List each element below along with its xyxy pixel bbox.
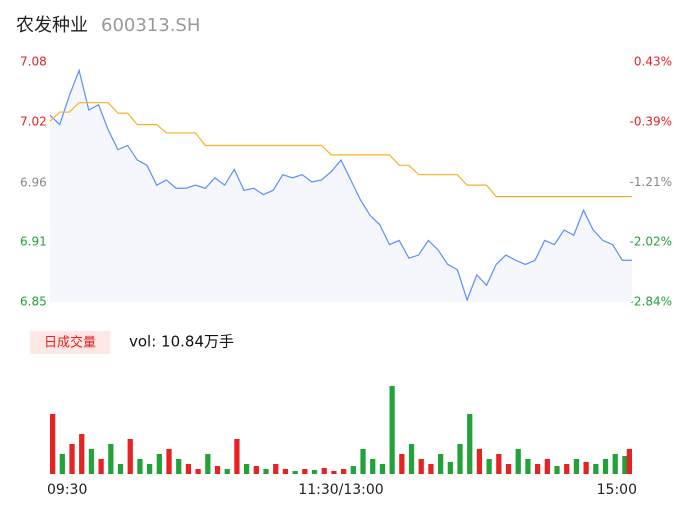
- y2-tick-label: -0.39%: [630, 115, 672, 129]
- volume-bar: [195, 469, 201, 474]
- volume-bar: [486, 459, 492, 474]
- y-tick-label: 6.96: [20, 176, 47, 190]
- volume-bar: [253, 466, 259, 474]
- volume-bar: [321, 468, 327, 474]
- volume-bar: [622, 456, 628, 474]
- volume-bar: [88, 449, 95, 474]
- chart-title: 农发种业: [16, 15, 88, 36]
- volume-bar: [554, 466, 560, 474]
- volume-bar: [525, 459, 531, 474]
- volume-bar: [418, 459, 424, 474]
- volume-bar: [185, 464, 192, 474]
- y-tick-label: 6.91: [20, 235, 47, 249]
- volume-bar: [156, 454, 162, 474]
- volume-bar: [602, 459, 609, 474]
- volume-bar: [341, 469, 347, 474]
- volume-bar: [263, 469, 269, 474]
- volume-bar: [98, 459, 104, 474]
- volume-bar: [593, 464, 599, 474]
- price-area: [50, 70, 632, 302]
- volume-bar: [205, 454, 211, 474]
- volume-bar: [117, 464, 124, 474]
- volume-bar: [564, 464, 570, 474]
- volume-bar: [244, 464, 250, 474]
- volume-bar: [428, 464, 434, 474]
- volume-bar: [457, 444, 463, 474]
- volume-bar: [302, 469, 308, 474]
- volume-bar: [108, 444, 114, 474]
- volume-tag-bg: [30, 331, 110, 354]
- volume-bar: [467, 414, 473, 474]
- volume-bar: [137, 459, 143, 474]
- volume-bar: [50, 414, 56, 474]
- volume-bar: [505, 464, 512, 474]
- volume-bar: [234, 439, 240, 474]
- volume-bar: [69, 444, 75, 474]
- x-tick-label: 11:30/13:00: [298, 482, 383, 498]
- x-tick-label: 09:30: [47, 482, 87, 498]
- volume-bar: [127, 439, 133, 474]
- volume-bar: [389, 386, 395, 474]
- volume-bar: [379, 464, 386, 474]
- chart-subtitle: 600313.SH: [101, 15, 200, 36]
- volume-bar: [176, 459, 182, 474]
- volume-bar: [79, 434, 85, 474]
- volume-bar: [583, 462, 589, 474]
- volume-bar: [360, 449, 366, 474]
- volume-bar: [438, 454, 444, 474]
- volume-bar: [408, 444, 415, 474]
- volume-bar: [282, 469, 289, 474]
- volume-bar: [447, 462, 453, 474]
- average-line: [49, 102, 632, 198]
- volume-bar: [573, 459, 580, 474]
- volume-total: vol: 10.84万手: [129, 333, 234, 351]
- volume-tag: 日成交量: [44, 335, 96, 351]
- volume-bar: [331, 471, 337, 474]
- volume-bar: [476, 449, 483, 474]
- price-line: [49, 68, 632, 302]
- volume-bar: [496, 454, 502, 474]
- volume-bar: [311, 470, 318, 474]
- volume-bar: [214, 466, 221, 474]
- volume-bar: [350, 466, 356, 474]
- y-tick-label: 6.85: [20, 295, 47, 309]
- volume-bar: [166, 449, 172, 474]
- volume-bar: [535, 464, 541, 474]
- volume-bar: [224, 469, 230, 474]
- volume-bar: [544, 459, 550, 474]
- y-tick-label: 7.08: [20, 55, 47, 69]
- volume-bar: [399, 454, 405, 474]
- volume-bar: [626, 449, 632, 474]
- y2-tick-label: 0.43%: [634, 55, 672, 69]
- volume-bar: [370, 459, 376, 474]
- volume-bar: [273, 464, 279, 474]
- y-tick-label: 7.02: [20, 115, 47, 129]
- volume-bar: [292, 471, 298, 474]
- volume-bar: [515, 449, 521, 474]
- volume-bar: [612, 454, 618, 474]
- volume-bar: [147, 464, 153, 474]
- volume-bar: [59, 454, 65, 474]
- x-tick-label: 15:00: [597, 482, 637, 498]
- y2-tick-label: -2.84%: [630, 295, 672, 309]
- y2-tick-label: -2.02%: [630, 234, 672, 248]
- y2-tick-label: -1.21%: [630, 175, 672, 189]
